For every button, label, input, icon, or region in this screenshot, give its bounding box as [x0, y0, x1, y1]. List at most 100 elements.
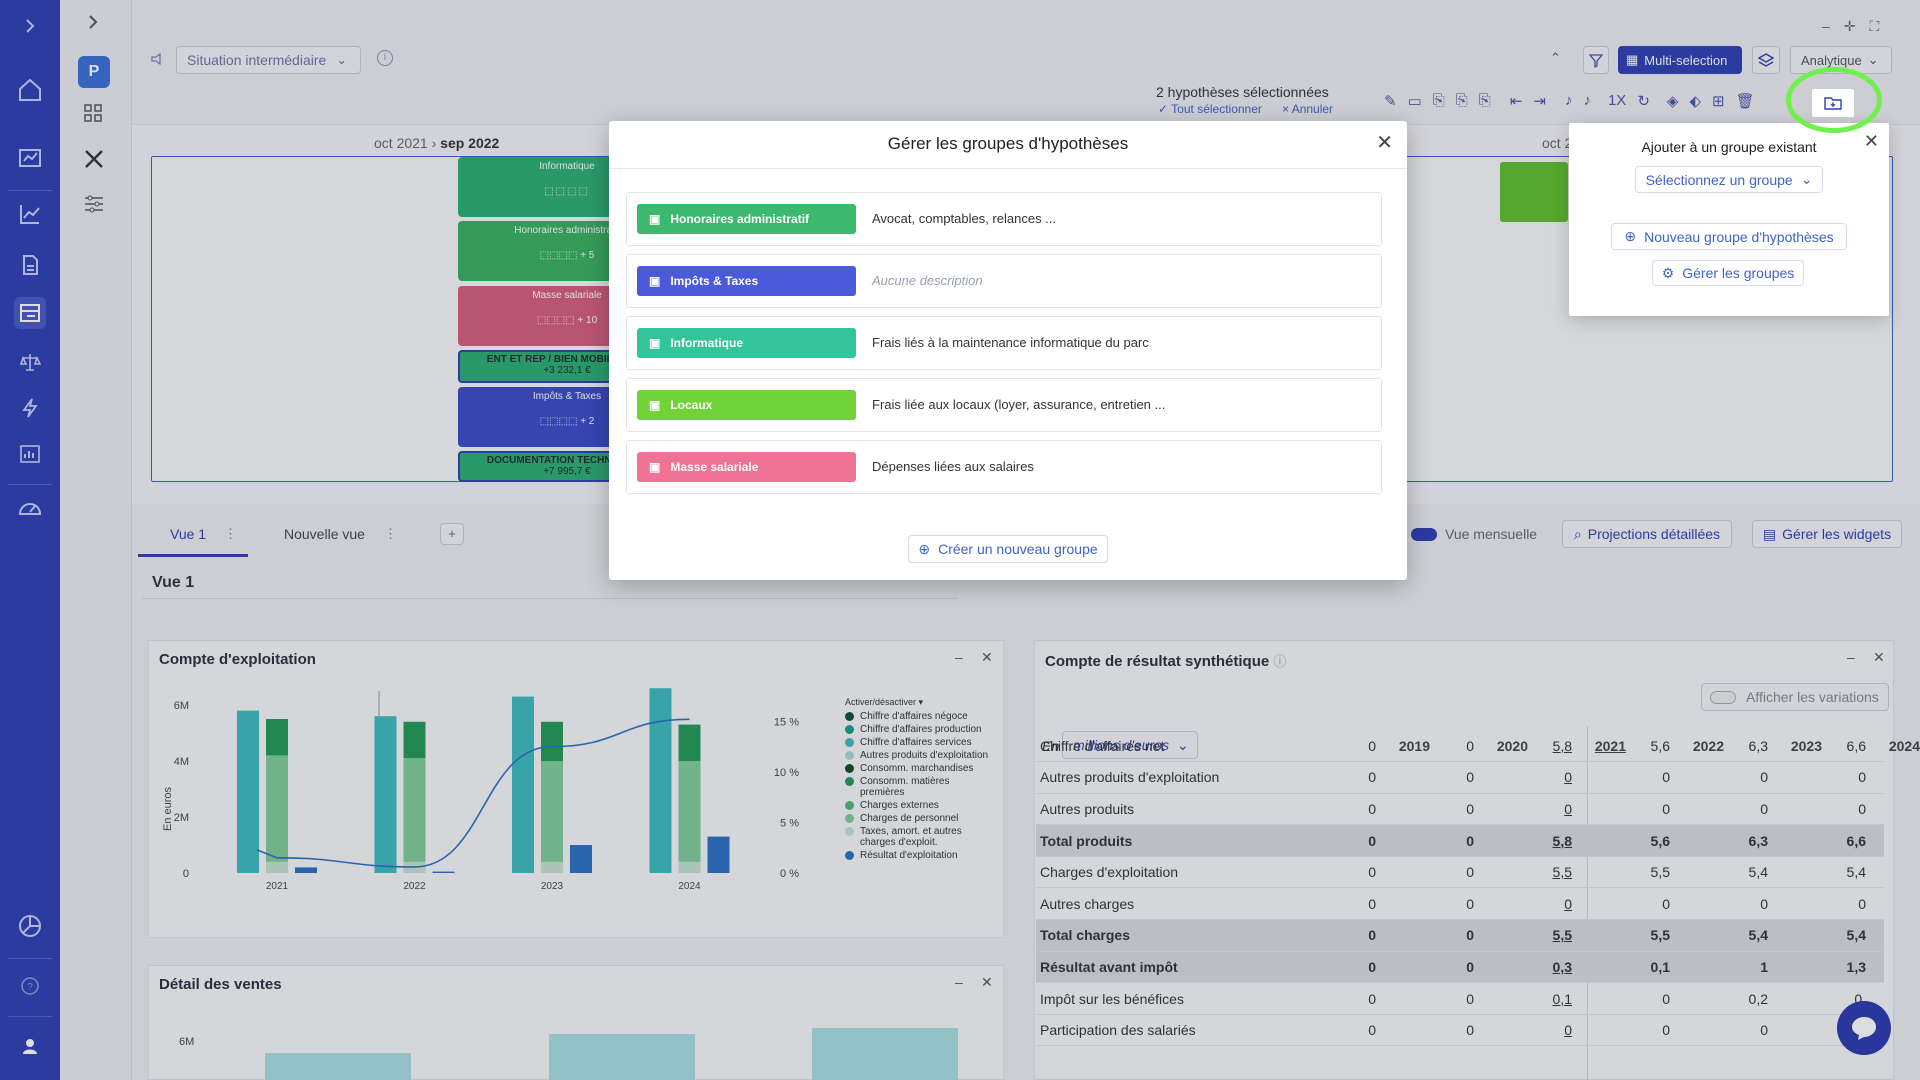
- add-to-folder-icon[interactable]: ⊞: [1712, 93, 1725, 110]
- collapse-up-icon[interactable]: ⌃: [1550, 50, 1561, 65]
- shift-right-icon[interactable]: ⇥: [1533, 93, 1546, 110]
- table-cell[interactable]: 5,8: [1492, 824, 1590, 857]
- export-icon[interactable]: ⎘: [1478, 92, 1491, 109]
- select-all-link[interactable]: ✓ Tout sélectionner: [1158, 102, 1262, 116]
- table-cell[interactable]: 0: [1492, 761, 1590, 794]
- pie-chart-icon[interactable]: [14, 910, 46, 942]
- delete-icon[interactable]: 🗑: [1735, 93, 1755, 110]
- layers-icon[interactable]: [1752, 46, 1780, 74]
- filter-icon[interactable]: [1583, 46, 1609, 74]
- document-icon[interactable]: [14, 249, 46, 281]
- table-cell[interactable]: 0: [1492, 887, 1590, 921]
- edit-icon[interactable]: ✎: [1384, 93, 1397, 110]
- volume-icon[interactable]: ♪: [1564, 92, 1573, 109]
- group-tag[interactable]: ▣ Impôts & Taxes: [637, 266, 856, 296]
- close-icon[interactable]: ✕: [1863, 131, 1879, 151]
- line-chart-icon[interactable]: [14, 198, 46, 230]
- project-avatar[interactable]: P: [78, 56, 110, 88]
- view-selector[interactable]: Situation intermédiaire ⌄: [176, 46, 361, 74]
- user-icon[interactable]: [14, 1030, 46, 1062]
- legend-item[interactable]: Autres produits d'exploitation: [845, 750, 995, 761]
- table-cell[interactable]: 0: [1492, 1014, 1590, 1047]
- close-icon[interactable]: ✕: [1873, 649, 1885, 665]
- add-tab-button[interactable]: +: [440, 523, 464, 545]
- planning-icon[interactable]: [14, 297, 46, 329]
- speaker-icon[interactable]: [150, 52, 166, 69]
- group-select[interactable]: Sélectionnez un groupe ⌄: [1635, 166, 1823, 193]
- copy-icon[interactable]: ⎘: [1432, 92, 1445, 109]
- layers-icon[interactable]: ◈: [1666, 93, 1679, 110]
- balance-icon[interactable]: [14, 346, 46, 378]
- legend-item[interactable]: Charges externes: [845, 800, 995, 811]
- table-cell[interactable]: 5,5: [1492, 856, 1590, 889]
- group-row[interactable]: ▣ Masse salariale Dépenses liées aux salai…: [626, 440, 1382, 494]
- window-controls[interactable]: –✛⛶: [1822, 18, 1894, 34]
- manage-groups-button[interactable]: ⚙ Gérer les groupes: [1652, 260, 1804, 286]
- table-cell[interactable]: 5,8: [1492, 730, 1590, 763]
- gauge-icon[interactable]: [14, 492, 46, 524]
- group-tag[interactable]: ▣ Locaux: [637, 390, 856, 420]
- minimize-icon[interactable]: –: [955, 974, 963, 990]
- show-variations-toggle[interactable]: Afficher les variations: [1701, 683, 1889, 711]
- analytics-icon[interactable]: [14, 438, 46, 470]
- new-hypothesis-group-button[interactable]: ⊕ Nouveau groupe d'hypothèses: [1611, 223, 1847, 250]
- group-tag[interactable]: ▣ Masse salariale: [637, 452, 856, 482]
- table-cell[interactable]: 0,1: [1492, 982, 1590, 1015]
- info-icon[interactable]: i: [377, 50, 393, 66]
- group-row[interactable]: ▣ Informatique Frais liés à la maintenance…: [626, 316, 1382, 370]
- chat-button[interactable]: [1837, 1001, 1891, 1055]
- tag-icon[interactable]: ⬖: [1689, 93, 1701, 110]
- collapse-chevron-icon[interactable]: [86, 14, 100, 33]
- group-row[interactable]: ▣ Locaux Frais liée aux locaux (loyer, ass…: [626, 378, 1382, 432]
- group-row[interactable]: ▣ Impôts & Taxes Aucune description: [626, 254, 1382, 308]
- close-icon[interactable]: ✕: [981, 974, 993, 990]
- shift-left-icon[interactable]: ⇤: [1509, 93, 1523, 110]
- legend-toggle[interactable]: Activer/désactiver ▾: [845, 697, 924, 707]
- cancel-link[interactable]: × Annuler: [1282, 102, 1334, 116]
- group-row[interactable]: ▣ Honoraires administratif Avocat, comptab…: [626, 192, 1382, 246]
- table-cell[interactable]: 5,5: [1492, 919, 1590, 952]
- tab-menu-icon[interactable]: ⋮: [224, 526, 237, 541]
- tab-nouvelle-vue[interactable]: Nouvelle vue: [284, 526, 365, 542]
- expand-chevron-icon[interactable]: [14, 10, 46, 42]
- legend-item[interactable]: Taxes, amort. et autres charges d'exploi…: [845, 826, 995, 848]
- multiplier-button[interactable]: 1X: [1607, 92, 1627, 109]
- detailed-projections-button[interactable]: ⌕ Projections détaillées: [1562, 520, 1732, 548]
- mute-icon[interactable]: ♪: [1583, 92, 1591, 109]
- minimize-icon[interactable]: –: [1847, 649, 1855, 665]
- legend-item[interactable]: Chiffre d'affaires production: [845, 724, 995, 735]
- monthly-view-toggle[interactable]: Vue mensuelle: [1411, 526, 1537, 542]
- help-icon[interactable]: ?: [14, 970, 46, 1002]
- tab-menu-icon[interactable]: ⋮: [384, 526, 397, 541]
- dashboard-icon[interactable]: [14, 142, 46, 174]
- table-cell[interactable]: 0: [1492, 793, 1590, 826]
- close-icon[interactable]: ✕: [1376, 132, 1393, 154]
- grid-icon[interactable]: [84, 104, 102, 125]
- info-icon[interactable]: ⓘ: [1273, 654, 1287, 669]
- sliders-icon[interactable]: [84, 195, 104, 216]
- legend-item[interactable]: Consomm. matières premières: [845, 776, 995, 798]
- legend-item[interactable]: Chiffre d'affaires services: [845, 737, 995, 748]
- manage-widgets-button[interactable]: ▤ Gérer les widgets: [1752, 520, 1902, 548]
- tab-vue-1[interactable]: Vue 1: [170, 526, 207, 542]
- close-icon[interactable]: ✕: [981, 649, 993, 665]
- table-cell[interactable]: 0,3: [1492, 951, 1590, 984]
- comment-icon[interactable]: ▭: [1407, 93, 1422, 110]
- home-icon[interactable]: [14, 74, 46, 106]
- duplicate-icon[interactable]: ⎘: [1455, 92, 1468, 109]
- tools-icon[interactable]: [83, 148, 105, 173]
- legend-item[interactable]: Chiffre d'affaires négoce: [845, 711, 995, 722]
- group-tag[interactable]: ▣ Honoraires administratif: [637, 204, 856, 234]
- table-cell: 0: [1786, 887, 1884, 921]
- timeline-card-locaux[interactable]: [1500, 162, 1568, 222]
- create-group-button[interactable]: ⊕ Créer un nouveau groupe: [908, 535, 1108, 563]
- legend-item[interactable]: Consomm. marchandises: [845, 763, 995, 774]
- group-tag[interactable]: ▣ Informatique: [637, 328, 856, 358]
- multi-select-button[interactable]: ▦ Multi-selection: [1618, 46, 1742, 74]
- lightning-icon[interactable]: [14, 392, 46, 424]
- legend-item[interactable]: Charges de personnel: [845, 813, 995, 824]
- refresh-icon[interactable]: ↻: [1637, 93, 1650, 110]
- minimize-icon[interactable]: –: [955, 649, 963, 665]
- timeline-card-documentation[interactable]: DOCUMENTATION TECHNIQUE ... +7 995,7 €: [458, 451, 676, 482]
- legend-item[interactable]: Résultat d'exploitation: [845, 850, 995, 861]
